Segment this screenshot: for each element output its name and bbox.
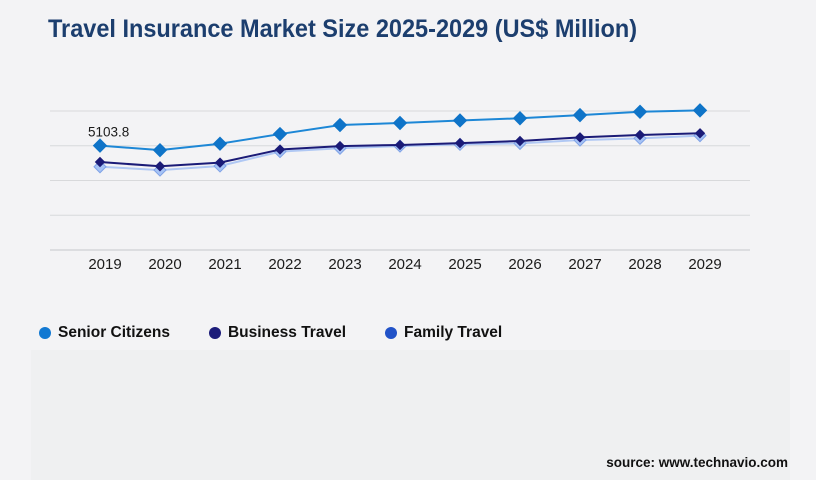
page-title: Travel Insurance Market Size 2025-2029 (…: [48, 15, 638, 43]
x-axis-labels: 2019 2020 2021 2022 2023 2024 2025 2026 2027 2028…: [88, 256, 721, 273]
svg-text:2029: 2029: [688, 256, 721, 273]
chart-legend: Senior Citizens Business Travel Family T…: [39, 324, 502, 342]
svg-text:2024: 2024: [388, 256, 421, 273]
svg-text:2025: 2025: [448, 256, 481, 273]
legend-label: Senior Citizens: [58, 324, 170, 341]
market-size-line-chart: 2019 2020 2021 2022 2023 2024 2025 2026 2027 2028…: [50, 103, 750, 273]
source-credit[interactable]: source: www.technavio.com: [606, 455, 788, 470]
svg-text:2022: 2022: [268, 256, 301, 273]
gridlines: [50, 110, 750, 251]
legend-label: Family Travel: [404, 324, 503, 341]
series-senior-citizens: [92, 103, 708, 158]
svg-text:2020: 2020: [148, 256, 181, 273]
senior-citizens-dot-icon: [39, 327, 51, 339]
svg-text:2023: 2023: [328, 256, 361, 273]
svg-text:2026: 2026: [508, 256, 541, 273]
legend-item-business-travel[interactable]: Business Travel: [208, 324, 347, 342]
series-business-travel: [94, 128, 706, 172]
legend-item-senior-citizens[interactable]: Senior Citizens: [39, 324, 170, 342]
svg-text:2027: 2027: [568, 256, 601, 273]
legend-label: Business Travel: [227, 324, 347, 341]
family-travel-dot-icon: [385, 327, 398, 339]
legend-item-family-travel[interactable]: Family Travel: [385, 324, 502, 342]
footer-panel: [31, 350, 790, 480]
svg-text:2028: 2028: [628, 256, 661, 273]
svg-text:2019: 2019: [88, 256, 121, 273]
svg-text:2021: 2021: [208, 256, 241, 273]
business-travel-dot-icon: [208, 327, 221, 339]
data-label-5103.8: 5103.8: [88, 125, 129, 140]
